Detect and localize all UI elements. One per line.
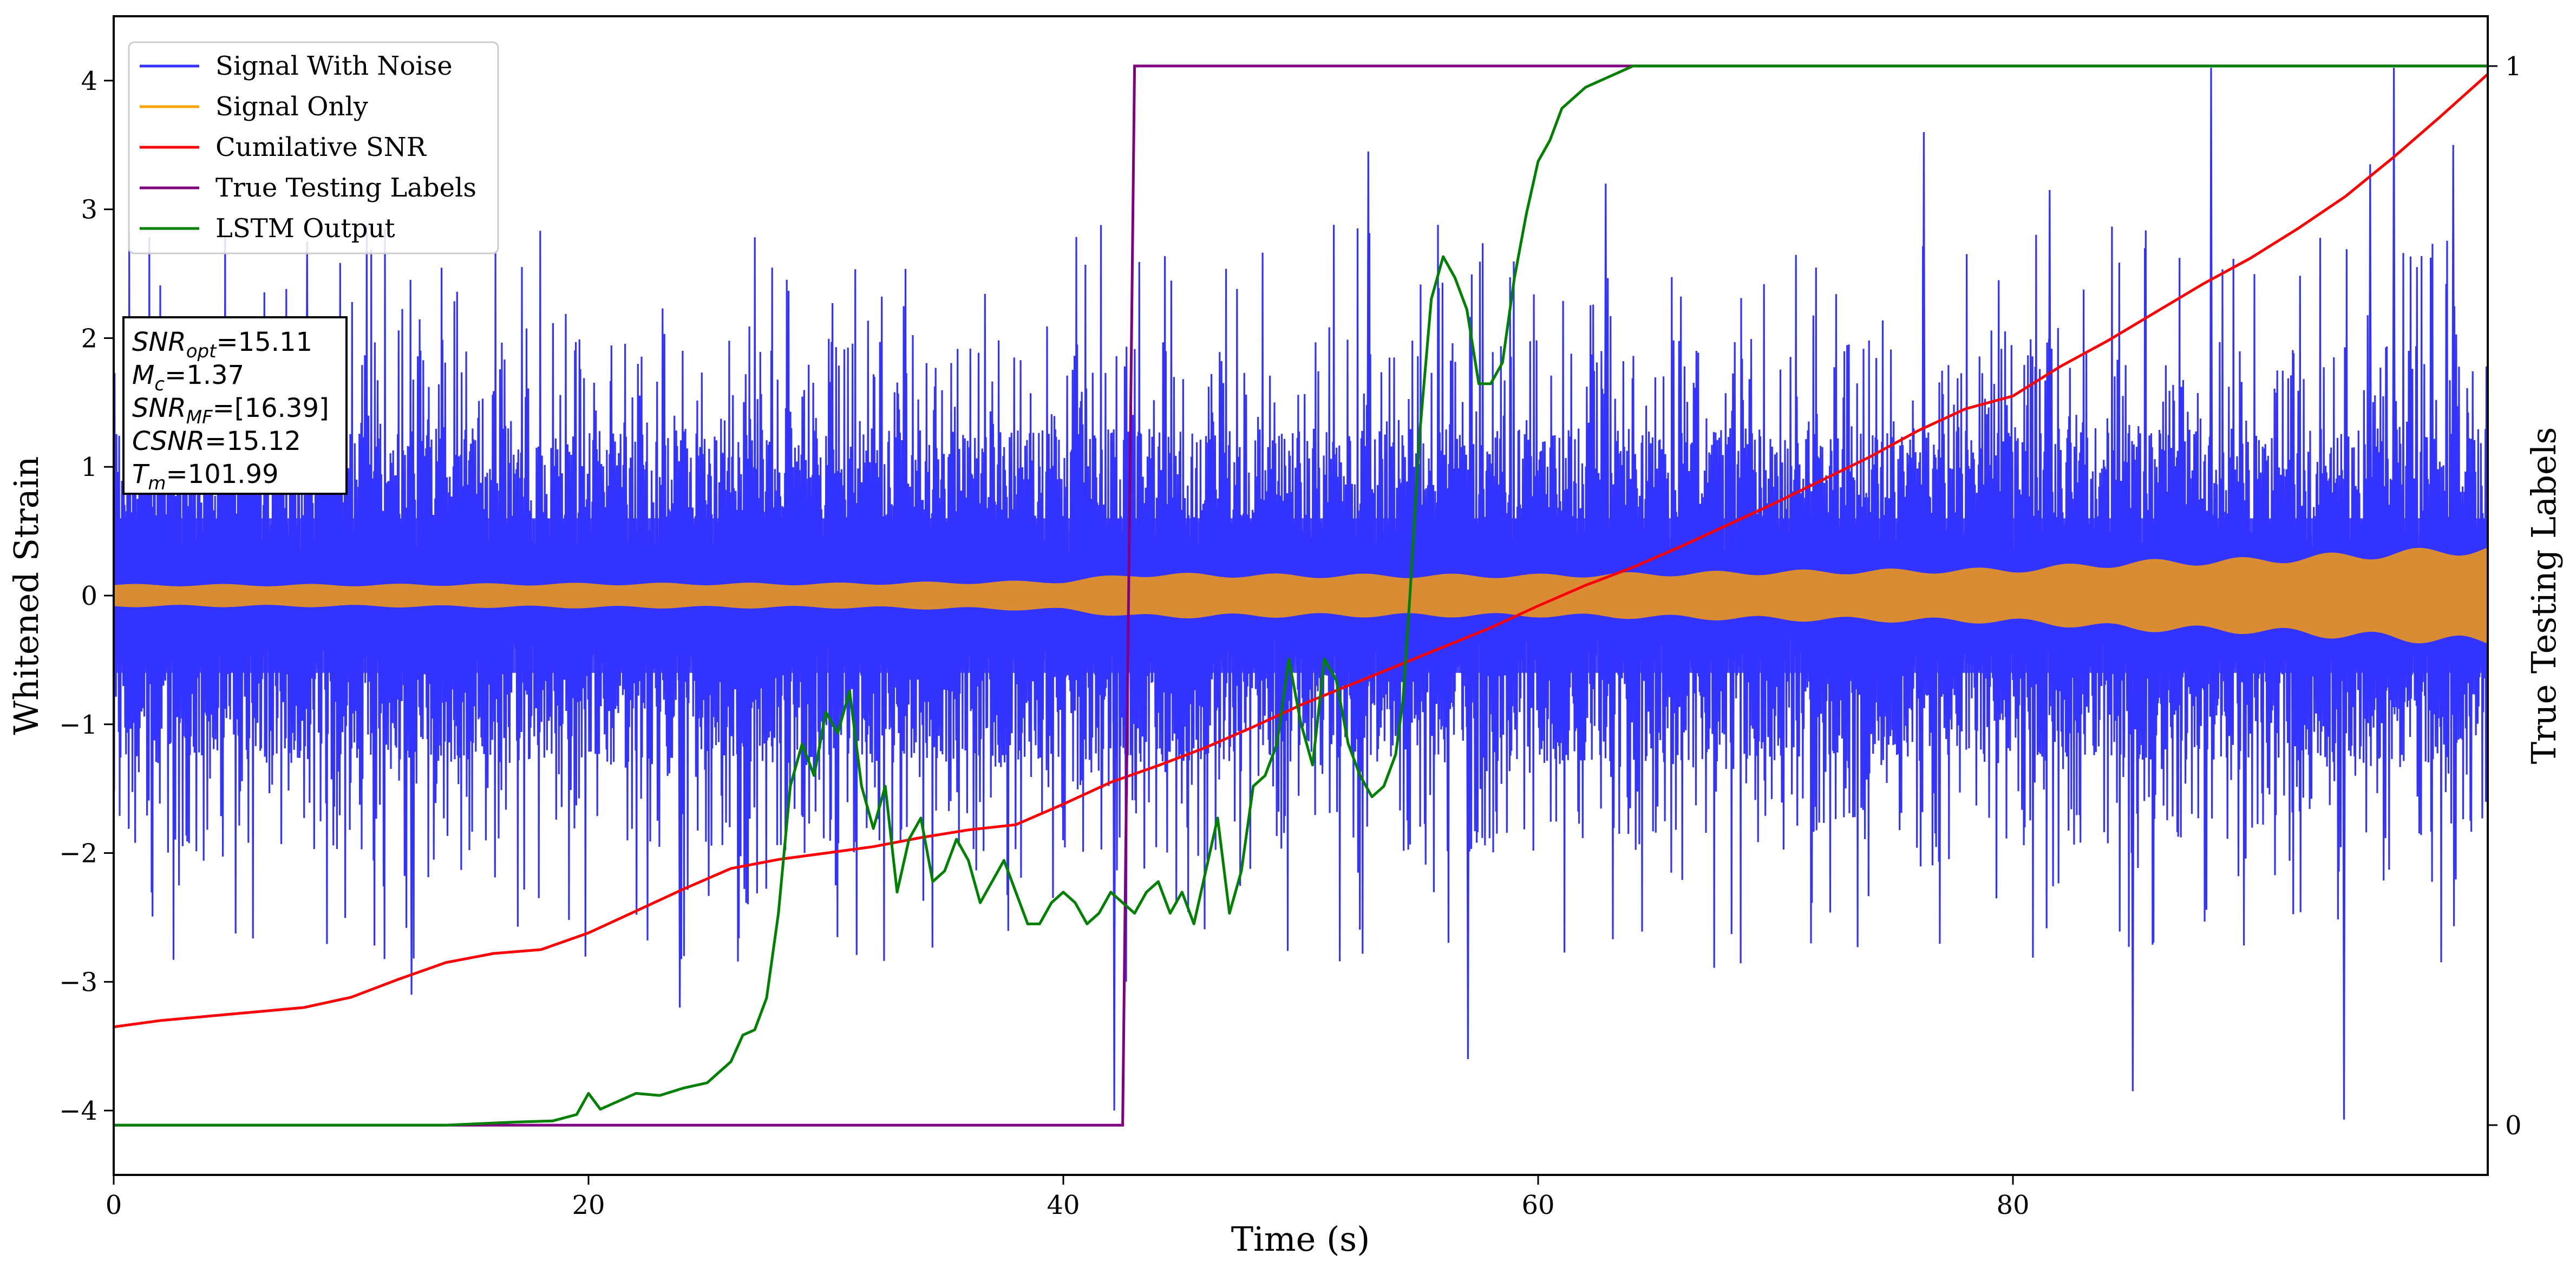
y-right-tick-label: 0 xyxy=(2505,1110,2522,1141)
series-cumulative-snr xyxy=(114,73,2488,1029)
legend: Signal With Noise Signal Only Cumilative S… xyxy=(128,41,499,254)
legend-entry-label: True Testing Labels xyxy=(215,173,476,203)
info-value: =15.12 xyxy=(205,426,301,456)
y-left-tick-label: 3 xyxy=(81,195,97,225)
y-left-tick-label: −1 xyxy=(59,710,97,740)
info-value: =15.11 xyxy=(216,327,312,357)
legend-entry-label: Signal Only xyxy=(215,92,368,122)
info-box-frame xyxy=(122,316,348,495)
info-subscript: MF xyxy=(186,407,213,428)
info-symbol: SNR xyxy=(132,327,186,357)
info-subscript: c xyxy=(154,374,165,395)
x-tick-label: 20 xyxy=(572,1190,605,1220)
info-line: CSNR=15.12 xyxy=(132,426,301,456)
y-left-tick-label: −4 xyxy=(59,1096,97,1126)
x-tick-label: 40 xyxy=(1047,1190,1080,1220)
info-subscript: opt xyxy=(186,341,217,362)
info-value: =101.99 xyxy=(166,459,278,489)
info-value: =1.37 xyxy=(165,360,244,390)
info-lines: SNRopt=15.11Mc=1.37SNRMF=[16.39]CSNR=15.… xyxy=(132,327,329,494)
info-symbol: M xyxy=(132,360,154,390)
info-value: =[16.39] xyxy=(213,393,329,423)
info-box: SNRopt=15.11Mc=1.37SNRMF=[16.39]CSNR=15.… xyxy=(122,316,348,495)
series-signal-only xyxy=(114,547,2488,644)
legend-entry-label: Cumilative SNR xyxy=(215,132,427,162)
info-symbol: CSNR xyxy=(132,426,205,456)
info-subscript: m xyxy=(148,473,166,494)
y-left-tick-label: −3 xyxy=(59,967,97,997)
legend-items: Signal With Noise Signal Only Cumilative S… xyxy=(140,51,476,244)
y-left-tick-label: 4 xyxy=(81,66,97,96)
legend-entry-label: LSTM Output xyxy=(215,213,395,244)
info-line: Mc=1.37 xyxy=(132,360,244,395)
y-left-tick-label: −2 xyxy=(59,839,97,869)
x-axis-label: Time (s) xyxy=(1231,1219,1370,1259)
y-left-tick-label: 0 xyxy=(81,581,97,611)
y-axis-label-left: Whitened Strain xyxy=(6,456,46,735)
x-tick-label: 80 xyxy=(1996,1190,2029,1220)
info-symbol: SNR xyxy=(132,393,186,423)
x-tick-label: 60 xyxy=(1521,1190,1554,1220)
info-line: SNRopt=15.11 xyxy=(132,327,312,362)
info-line: SNRMF=[16.39] xyxy=(132,393,329,428)
legend-frame xyxy=(128,41,499,254)
y-left-tick-label: 1 xyxy=(81,452,97,482)
y-right-tick-label: 1 xyxy=(2505,51,2522,82)
info-symbol: T xyxy=(132,459,150,489)
info-line: Tm=101.99 xyxy=(132,459,279,494)
series-layer xyxy=(114,64,2488,1127)
y-axis-label-right: True Testing Labels xyxy=(2524,427,2564,765)
x-tick-label: 0 xyxy=(106,1190,122,1220)
series-lstm-output xyxy=(114,64,2488,1127)
y-left-tick-label: 2 xyxy=(81,323,97,354)
legend-entry-label: Signal With Noise xyxy=(215,51,453,81)
